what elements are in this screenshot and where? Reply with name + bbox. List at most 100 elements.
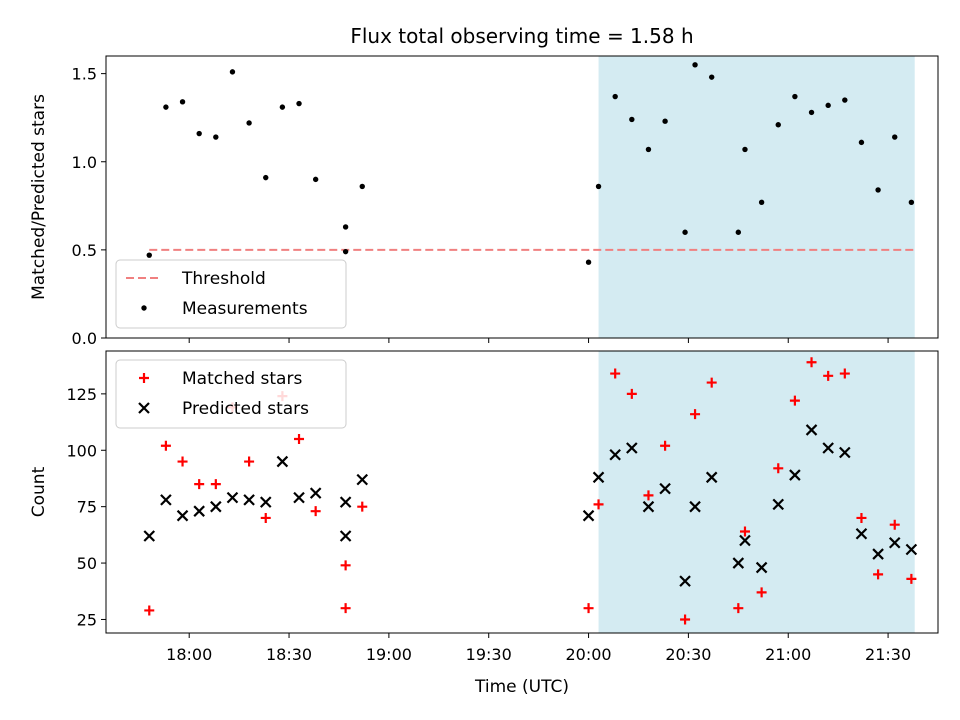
matched-star-marker <box>310 506 321 517</box>
matched-star-marker <box>839 368 850 379</box>
measurement-point <box>196 130 202 137</box>
matched-star-marker <box>789 395 800 406</box>
predicted-star-marker <box>243 494 255 506</box>
predicted-star-marker <box>626 442 638 454</box>
matched-star-marker <box>210 479 221 490</box>
matched-star-marker <box>583 603 594 614</box>
matched-star-marker <box>889 519 900 530</box>
x-axis-label: Time (UTC) <box>474 677 569 697</box>
measurement-point <box>808 109 815 116</box>
x-tick-label: 21:30 <box>865 645 911 664</box>
measurement-point <box>792 93 798 100</box>
predicted-star-marker <box>888 536 901 549</box>
matched-star-marker <box>823 370 834 381</box>
measurement-point <box>708 74 715 80</box>
measurement-point <box>692 62 698 68</box>
matched-star-marker <box>856 512 867 523</box>
measurement-point <box>742 146 748 153</box>
y-tick-label: 25 <box>77 610 97 629</box>
measurement-point <box>629 116 635 123</box>
measurement-point <box>296 100 302 107</box>
legend-label: Measurements <box>182 299 308 319</box>
measurement-point <box>359 183 365 190</box>
predicted-star-marker <box>592 471 605 484</box>
measurement-point <box>858 139 865 146</box>
measurement-point <box>229 69 236 75</box>
observing-window-shade <box>598 351 915 633</box>
x-tick-label: 20:30 <box>665 645 711 664</box>
predicted-star-marker <box>226 491 239 504</box>
x-tick-label: 19:30 <box>466 645 512 664</box>
measurement-point <box>825 102 831 109</box>
matched-star-marker <box>739 526 750 537</box>
predicted-star-marker <box>839 446 851 459</box>
matched-star-marker <box>643 490 654 501</box>
matched-star-marker <box>593 499 604 510</box>
predicted-star-marker <box>309 487 322 499</box>
legend-box <box>115 359 347 429</box>
y-tick-label: 0.0 <box>72 329 97 348</box>
predicted-star-marker <box>293 491 305 504</box>
measurement-point <box>246 120 252 126</box>
predicted-star-marker <box>176 509 189 522</box>
top-panel: 0.0 0.5 1.0 1.5 Matched/Predicted stars Thres… <box>29 55 939 348</box>
measurement-point <box>908 199 915 205</box>
legend-measurement-swatch <box>141 305 147 311</box>
measurement-point <box>585 259 592 265</box>
legend-predicted-swatch <box>138 402 150 414</box>
predicted-star-marker <box>739 534 751 547</box>
measurement-point <box>875 187 881 193</box>
matched-star-marker <box>357 501 368 512</box>
legend-box <box>115 259 347 329</box>
matched-star-marker <box>733 603 744 614</box>
predicted-star-marker <box>210 500 222 513</box>
measurement-point <box>775 122 781 128</box>
predicted-star-marker <box>872 548 884 560</box>
predicted-star-marker <box>356 473 369 486</box>
x-tick-label: 20:00 <box>566 645 612 664</box>
predicted-star-marker <box>732 557 745 569</box>
predicted-star-marker <box>805 424 818 436</box>
matched-star-marker <box>194 479 205 490</box>
legend-label: Threshold <box>181 269 266 289</box>
x-tick-label: 18:00 <box>166 645 212 664</box>
predicted-star-marker <box>339 496 352 508</box>
predicted-star-marker <box>789 469 801 481</box>
y-axis-label: Count <box>29 466 49 517</box>
y-axis-label: Matched/Predicted stars <box>29 94 49 300</box>
observing-window-shade <box>598 56 915 338</box>
x-tick-label: 19:00 <box>366 645 412 664</box>
predicted-star-marker <box>855 527 868 540</box>
x-tick-label: 18:30 <box>266 645 312 664</box>
matched-star-marker <box>260 512 271 523</box>
matched-star-marker <box>294 433 305 444</box>
y-tick-label: 75 <box>77 498 97 517</box>
axes-frame <box>105 55 939 339</box>
predicted-star-marker <box>259 496 272 508</box>
matched-star-marker <box>660 440 671 451</box>
matched-star-marker <box>680 614 691 625</box>
predicted-star-marker <box>642 500 655 513</box>
figure-title: Flux total observing time = 1.58 h <box>350 24 693 48</box>
matched-star-marker <box>906 573 917 584</box>
predicted-star-marker <box>339 530 352 542</box>
measurement-point <box>758 199 765 205</box>
matched-star-marker <box>626 388 637 399</box>
measurement-point <box>842 97 848 103</box>
predicted-star-marker <box>705 471 718 484</box>
measurement-point <box>342 224 349 230</box>
legend-label: Predicted stars <box>182 399 309 419</box>
matched-star-marker <box>706 377 717 388</box>
y-tick-label: 1.0 <box>72 153 97 172</box>
measurement-point <box>146 252 152 258</box>
measurement-point <box>213 134 219 140</box>
legend-label: Matched stars <box>182 369 302 389</box>
predicted-star-marker <box>659 482 671 495</box>
axes-frame <box>105 350 939 634</box>
predicted-star-marker <box>582 509 595 522</box>
measurement-point <box>645 146 652 153</box>
matched-star-marker <box>177 456 188 467</box>
matched-star-marker <box>340 603 351 614</box>
predicted-star-marker <box>772 498 785 511</box>
